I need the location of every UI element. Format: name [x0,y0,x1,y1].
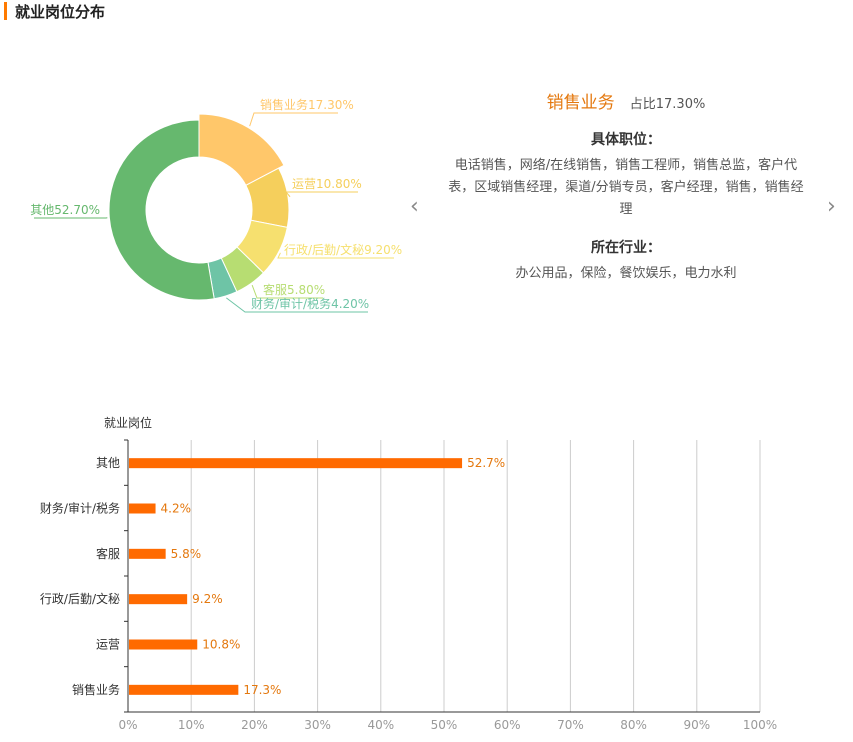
bar[interactable] [129,639,198,650]
next-arrow-icon[interactable]: › [827,194,836,219]
slice-label: 其他52.70% [30,203,100,217]
x-tick-label: 80% [620,718,647,732]
slice-label: 运营10.80% [292,177,362,191]
x-tick-label: 40% [367,718,394,732]
slice-leader-line [251,284,323,299]
bar[interactable] [129,548,166,559]
slice-leader-line [277,252,394,259]
detail-name: 销售业务 [546,93,615,113]
detail-header: 销售业务 占比17.30% [440,88,812,113]
industry-title: 所在行业： [591,240,661,256]
donut-slice[interactable] [108,119,215,301]
section-title: 就业岗位分布 [15,2,106,21]
slice-leader-line [249,112,338,127]
bar-chart: 就业岗位 0% 10% 20% 30% 40% 50% 60% 70% 80% 90% 100% 其他 5… [40,415,777,732]
x-tick-label: 60% [494,718,521,732]
category-label: 行政/后勤/文秘 [40,591,120,606]
category-label: 其他 [96,456,120,470]
category-label: 销售业务 [72,682,120,697]
slice-label: 财务/审计/税务4.20% [251,296,369,311]
category-label: 运营 [96,638,120,652]
detail-ratio: 占比17.30% [629,97,706,112]
bar[interactable] [129,684,239,695]
x-tick-label: 20% [241,718,268,732]
bar[interactable] [129,594,188,605]
bar-value-label: 9.2% [192,592,223,606]
slice-leader-line [226,297,368,313]
x-tick-label: 50% [431,718,458,732]
slice-label: 行政/后勤/文秘9.20% [284,242,402,257]
x-tick-label: 70% [557,718,584,732]
industry-text: 办公用品，保险，餐饮娱乐，电力水利 [515,266,737,281]
donut-chart: 销售业务17.30% 运营10.80% 行政/后勤/文秘9.20% 客服5.80%财务… [30,97,402,313]
title-accent-bar [4,2,7,20]
positions-title: 具体职位： [591,132,661,148]
category-label: 客服 [96,546,120,561]
detail-panel: 销售业务 占比17.30% 具体职位： 电话销售，网络/在线销售，销售工程师，销… [440,88,812,285]
bar-value-label: 4.2% [161,502,192,516]
bar-value-label: 5.8% [171,547,202,561]
slice-leader-line [284,191,358,198]
bar-value-label: 10.8% [202,638,240,652]
bar-value-label: 52.7% [467,456,505,470]
slice-label: 销售业务17.30% [260,97,354,112]
bar-value-label: 17.3% [243,683,281,697]
bar[interactable] [129,458,463,469]
section-header: 就业岗位分布 [4,0,105,22]
x-tick-label: 30% [304,718,331,732]
slice-label: 客服5.80% [263,282,325,297]
y-axis-title: 就业岗位 [104,415,152,430]
x-tick-label: 90% [683,718,710,732]
donut-slice[interactable] [198,113,285,187]
x-tick-label: 100% [743,718,777,732]
prev-arrow-icon[interactable]: ‹ [410,194,419,219]
positions-text: 电话销售，网络/在线销售，销售工程师，销售总监，客户代表，区域销售经理，渠道/分… [448,158,804,217]
category-label: 财务/审计/税务 [40,501,120,516]
x-tick-label: 10% [178,718,205,732]
bar[interactable] [129,503,156,514]
x-tick-label: 0% [118,718,137,732]
